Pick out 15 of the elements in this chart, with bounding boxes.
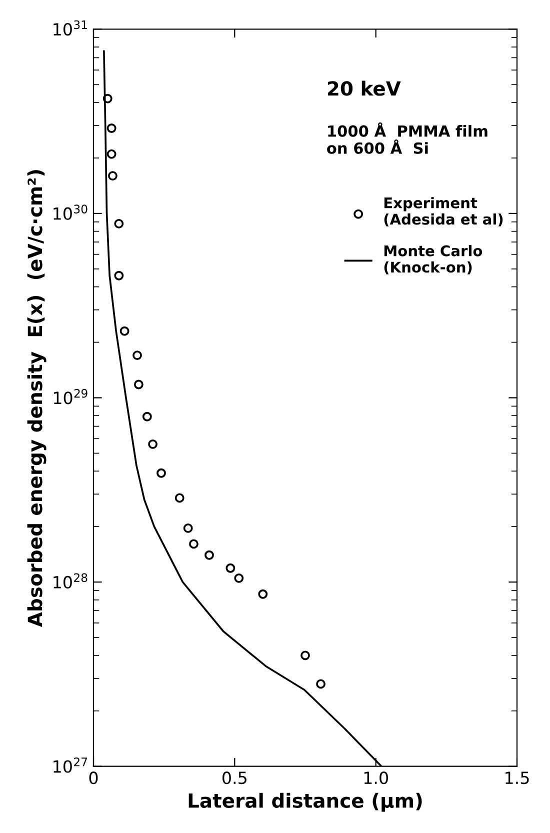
x-tick-label: 1.0 (364, 772, 388, 784)
y-tick-label: 10$^{31}$ (54, 20, 87, 36)
x-tick-label: 0.5 (222, 772, 246, 784)
y-tick-label: 10$^{29}$ (54, 388, 88, 404)
annotation: 20 keV (328, 80, 401, 96)
y-tick-label: 10$^{30}$ (54, 204, 88, 220)
legend-label: Experiment (Adesida et al) (384, 197, 503, 226)
annotation: 1000 Å PMMA film on 600 Å Si (327, 122, 488, 154)
x-tick-label: 1.5 (506, 772, 529, 784)
x-axis-title: Lateral distance (μm) (188, 792, 422, 812)
legend-label: Monte Carlo (Knock-on) (384, 245, 482, 274)
y-tick-label: 10$^{27}$ (54, 758, 88, 773)
y-axis-title: Absorbed energy density E(x) (eV/c·cm²) (27, 170, 46, 627)
x-tick-label: 0 (89, 772, 98, 784)
y-tick-label: 10$^{28}$ (54, 573, 88, 588)
